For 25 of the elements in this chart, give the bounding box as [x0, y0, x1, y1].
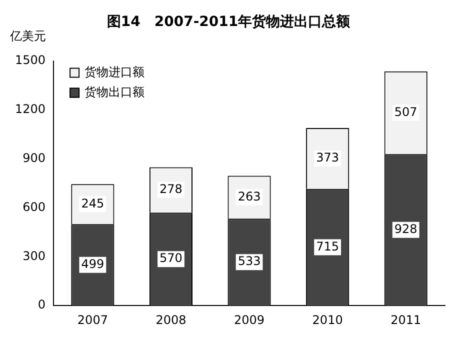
- data-label: 263: [238, 189, 261, 204]
- y-tick-label: 900: [22, 150, 46, 165]
- chart-title: 图14 2007-2011年货物进出口总额: [106, 13, 352, 30]
- x-tick-label: 2007: [77, 312, 108, 327]
- data-label: 533: [238, 254, 261, 268]
- legend-label: 货物出口额: [84, 84, 145, 99]
- data-label: 373: [316, 150, 340, 165]
- x-tick-label: 2010: [312, 312, 343, 327]
- data-label: 507: [394, 104, 418, 119]
- data-label: 245: [81, 196, 104, 210]
- y-tick-label: 0: [38, 298, 46, 312]
- y-axis-title: 亿美元: [9, 28, 46, 43]
- y-tick-label: 300: [22, 248, 46, 263]
- data-label: 499: [81, 257, 104, 272]
- data-label: 570: [160, 251, 182, 266]
- x-tick-label: 2009: [234, 312, 265, 327]
- legend-label: 货物进口额: [84, 64, 145, 79]
- y-tick-label: 1200: [14, 102, 46, 116]
- x-tick-label: 2011: [390, 312, 422, 327]
- x-tick-label: 2008: [156, 312, 186, 327]
- y-tick-label: 1500: [14, 52, 46, 67]
- y-tick-label: 600: [22, 200, 46, 214]
- data-label: 278: [160, 182, 182, 196]
- data-label: 715: [316, 239, 340, 254]
- data-label: 928: [394, 222, 418, 236]
